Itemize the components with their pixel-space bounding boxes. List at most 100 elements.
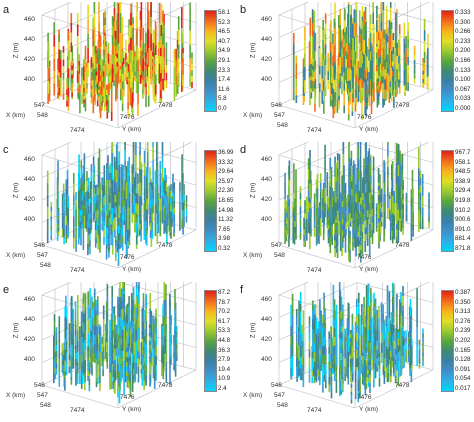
colorbar-tick-label: 0.266 [455,28,471,36]
y-tick-label: 7474 [307,407,322,414]
z-tick-label: 440 [24,176,35,183]
colorbar-tick-label: 11.6 [218,85,230,93]
colorbar-tick-label: 33.32 [218,158,234,166]
colorbar-tick-label: 0.313 [455,308,471,316]
colorbar-tick-label: 10.9 [218,375,231,383]
colorbar-tick-label: 0.165 [455,346,471,354]
colorbar-tick-label: 0.091 [455,365,471,373]
colorbar-ticks: 967.7 958.1 948.5 938.9 929.4 919.8 910.2 900.6… [455,149,474,254]
z-tick-label: 460 [24,156,35,163]
colorbar-ticks: 87.2 78.7 70.2 61.7 53.3 44.8 36.3 27.9 19.4 10.9… [218,289,237,394]
z-tick-label: 400 [261,216,272,223]
colorbar-tick-label: 0.200 [455,47,471,55]
y-tick-label: 7478 [158,102,173,109]
y-axis-label: Y (km) [359,406,379,413]
colorbar-tick-label: 18.65 [218,197,234,204]
colorbar-tick-label: 29.1 [218,57,231,64]
panel-letter: b [240,4,247,16]
colorbar-tick-label: 46.5 [218,28,231,36]
colorbar-ticks: 58.1 52.3 46.5 40.7 34.9 29.1 23.3 17.4 11.6 5.8 0… [218,9,237,114]
x-tick-label: 548 [277,122,288,129]
colorbar [441,150,454,252]
x-axis-label: X (km) [243,392,263,399]
y-axis-label: Y (km) [359,266,379,273]
z-tick-label: 440 [24,36,35,43]
colorbar-tick-label: 58.1 [218,9,231,16]
colorbar-tick-label: 23.3 [218,66,231,74]
z-axis-label: Z (m) [249,42,257,59]
z-tick-label: 440 [24,316,35,323]
panel-letter: d [240,144,247,156]
colorbar-tick-label: 78.7 [218,298,231,306]
y-tick-label: 7478 [395,102,410,109]
colorbar-tick-label: 7.65 [218,225,231,233]
colorbar-tick-label: 0.0 [218,105,227,112]
x-tick-label: 547 [274,392,285,399]
colorbar-tick-label: 11.32 [218,216,234,224]
colorbar-tick-label: 0.067 [455,85,471,93]
colorbar-tick-label: 2.4 [218,385,227,392]
colorbar-tick-label: 40.7 [218,37,231,45]
y-tick-label: 7476 [120,114,135,121]
colorbar-tick-label: 929.4 [455,187,471,195]
colorbar-tick-label: 17.4 [218,76,231,84]
panel-letter: e [3,284,10,296]
y-tick-label: 7476 [357,114,372,121]
colorbar-ticks: 36.99 33.32 29.64 25.97 22.30 18.65 14.98 11.32… [218,149,237,254]
colorbar-tick-label: 52.3 [218,18,231,26]
x-tick-label: 547 [37,392,48,399]
colorbar-tick-label: 0.202 [455,337,471,344]
z-tick-label: 460 [261,16,272,23]
colorbar [204,290,217,392]
colorbar-tick-label: 0.276 [455,317,471,325]
y-tick-label: 7476 [120,254,135,261]
colorbar-tick-label: 0.133 [455,66,471,74]
colorbar-tick-label: 0.239 [455,327,471,335]
colorbar-tick-label: 36.99 [218,149,234,156]
plot-panel-c: c Z (m) 460 440 420 400 X (km) 546 547 548 Y (km) 7… [0,142,237,282]
z-tick-label: 440 [261,36,272,43]
plot-panel-a: a Z (m) 460 440 420 400 X (km) 547 548 Y (km) 7474… [0,2,237,142]
z-axis-label: Z (m) [12,42,20,59]
y-tick-label: 7476 [357,394,372,401]
x-axis-label: X (km) [6,252,26,259]
y-tick-label: 7476 [120,394,135,401]
colorbar-tick-label: 27.9 [218,356,231,364]
y-axis-label: Y (km) [359,126,379,133]
colorbar-tick-label: 910.2 [455,206,471,214]
y-axis-label: Y (km) [122,126,142,133]
z-tick-label: 420 [24,56,35,63]
z-tick-label: 420 [24,336,35,343]
x-tick-label: 547 [37,252,48,259]
x-tick-label: 548 [37,112,48,119]
z-tick-label: 400 [261,356,272,363]
z-tick-label: 400 [24,356,35,363]
plot-panel-d: d Z (m) 460 440 420 400 X (km) 547 548 Y (km) 7474… [237,142,474,282]
z-tick-label: 420 [261,56,272,63]
colorbar-tick-label: 0.054 [455,375,471,383]
z-tick-label: 440 [261,316,272,323]
z-axis-label: Z (m) [249,182,257,199]
x-tick-label: 548 [274,252,285,259]
z-tick-label: 400 [261,76,272,83]
volume-plot [278,282,434,409]
colorbar-tick-label: 70.2 [218,308,231,316]
y-tick-label: 7478 [395,242,410,249]
z-tick-label: 460 [24,16,35,23]
colorbar-tick-label: 34.9 [218,47,231,55]
plot-panel-f: f Z (m) 460 440 420 400 X (km) 546 547 548 Y (km) 7… [237,282,474,422]
colorbar-tick-label: 967.7 [455,149,471,156]
colorbar-tick-label: 3.98 [218,235,231,243]
y-tick-label: 7474 [70,407,85,414]
x-tick-label: 546 [271,382,282,389]
x-tick-label: 547 [271,242,282,249]
colorbar-tick-label: 0.166 [455,57,471,64]
y-axis-label: Y (km) [122,406,142,413]
z-axis-label: Z (m) [249,322,257,339]
colorbar-tick-label: 919.8 [455,197,471,204]
colorbar-tick-label: 36.3 [218,346,231,354]
x-axis-label: X (km) [6,392,26,399]
x-tick-label: 548 [40,402,51,409]
panel-letter: c [3,144,9,156]
colorbar [441,290,454,392]
